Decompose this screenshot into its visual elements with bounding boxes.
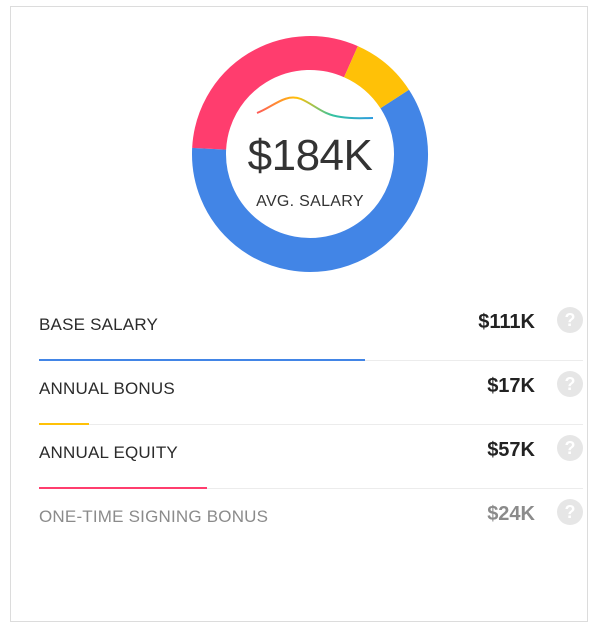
help-question-icon[interactable]: ? [557,371,583,397]
average-salary-label: AVG. SALARY [191,193,429,211]
average-salary-value: $184K [191,131,429,181]
signing-bonus-value: $24K [487,503,535,526]
help-question-icon[interactable]: ? [557,307,583,333]
annual-equity-value: $57K [487,439,535,462]
compensation-card: $184K AVG. SALARY BASE SALARY $111K ? AN… [10,6,588,622]
row-annual-bonus: ANNUAL BONUS $17K ? [39,361,583,425]
salary-distribution-sparkline [257,98,373,119]
annual-equity-label: ANNUAL EQUITY [39,443,178,463]
annual-bonus-slice [351,62,395,99]
row-signing-bonus: ONE-TIME SIGNING BONUS $24K ? [39,489,583,553]
row-annual-equity: ANNUAL EQUITY $57K ? [39,425,583,489]
help-question-icon[interactable]: ? [557,499,583,525]
annual-bonus-value: $17K [487,375,535,398]
base-salary-value: $111K [478,311,535,334]
base-salary-label: BASE SALARY [39,315,158,335]
salary-donut-chart: $184K AVG. SALARY [191,35,429,273]
row-base-salary: BASE SALARY $111K ? [39,297,583,361]
help-question-icon[interactable]: ? [557,435,583,461]
signing-bonus-label: ONE-TIME SIGNING BONUS [39,507,268,527]
annual-bonus-label: ANNUAL BONUS [39,379,175,399]
